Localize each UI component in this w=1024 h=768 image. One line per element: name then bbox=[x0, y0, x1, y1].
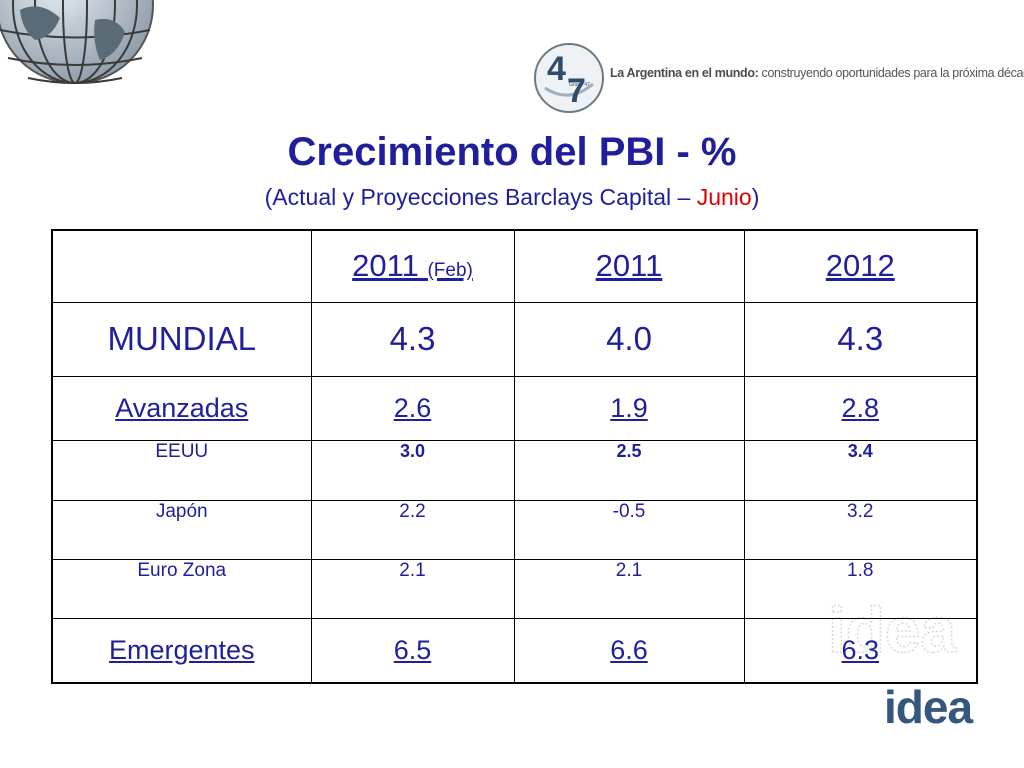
cell-value: 3.4 bbox=[743, 440, 978, 501]
cell-value-link[interactable]: 1.9 bbox=[513, 376, 745, 442]
row-label: Euro Zona bbox=[51, 558, 312, 620]
subtitle-text: Actual y Proyecciones Barclays Capital – bbox=[272, 184, 697, 210]
header-cell-2011-feb[interactable]: 2011 (Feb) bbox=[310, 229, 515, 303]
table-row-mundial: MUNDIAL 4.3 4.0 4.3 bbox=[51, 301, 978, 378]
row-label: EEUU bbox=[51, 440, 312, 501]
table-row-eeuu: EEUU 3.0 2.5 3.4 bbox=[51, 440, 978, 501]
table-header-row: 2011 (Feb) 2011 2012 bbox=[51, 229, 978, 303]
page-subtitle: (Actual y Proyecciones Barclays Capital … bbox=[0, 183, 1024, 211]
tagline-rest: construyendo oportunidades para la próxi… bbox=[758, 66, 1024, 80]
tagline: La Argentina en el mundo: construyendo o… bbox=[610, 66, 1024, 80]
header-label: 2011 bbox=[352, 248, 428, 284]
cell-value: 4.3 bbox=[310, 301, 515, 378]
cell-value: 2.1 bbox=[310, 558, 515, 620]
table-row-euro-zona: Euro Zona 2.1 2.1 1.8 bbox=[51, 558, 978, 620]
header-note: (Feb) bbox=[427, 260, 473, 282]
table-row-japon: Japón 2.2 -0.5 3.2 bbox=[51, 499, 978, 560]
row-label-link[interactable]: Emergentes bbox=[51, 618, 312, 684]
header-cell-2011[interactable]: 2011 bbox=[513, 229, 745, 303]
cell-value-link[interactable]: 2.6 bbox=[310, 376, 515, 442]
cell-value: 1.8 bbox=[743, 558, 978, 620]
cell-value: -0.5 bbox=[513, 499, 745, 560]
header-cell-empty bbox=[51, 229, 312, 303]
cell-value: 2.5 bbox=[513, 440, 745, 501]
table-row-avanzadas: Avanzadas 2.6 1.9 2.8 bbox=[51, 376, 978, 442]
header-label: 2012 bbox=[825, 248, 895, 284]
cell-value: 2.2 bbox=[310, 499, 515, 560]
cell-value: 3.2 bbox=[743, 499, 978, 560]
cell-value-link[interactable]: 6.5 bbox=[310, 618, 515, 684]
cell-value: 4.3 bbox=[743, 301, 978, 378]
cell-value: 2.1 bbox=[513, 558, 745, 620]
globe-icon bbox=[0, 0, 154, 84]
gdp-growth-table: 2011 (Feb) 2011 2012 MUNDIAL 4.3 4.0 4.3… bbox=[51, 229, 978, 684]
cell-value: 3.0 bbox=[310, 440, 515, 501]
svg-text:4: 4 bbox=[547, 50, 566, 88]
logo-47-icon: 4 7 Grupo 47 bbox=[534, 43, 604, 113]
svg-text:7: 7 bbox=[567, 72, 586, 110]
cell-value-link[interactable]: 6.3 bbox=[743, 618, 978, 684]
cell-value: 4.0 bbox=[513, 301, 745, 378]
row-label: MUNDIAL bbox=[51, 301, 312, 378]
header-cell-2012[interactable]: 2012 bbox=[743, 229, 978, 303]
subtitle-highlight: Junio bbox=[696, 184, 752, 210]
header-label: 2011 bbox=[595, 248, 663, 284]
idea-logo: idea bbox=[884, 681, 973, 733]
page-title: Crecimiento del PBI - % bbox=[287, 130, 737, 174]
cell-value-link[interactable]: 6.6 bbox=[513, 618, 745, 684]
row-label-link[interactable]: Avanzadas bbox=[51, 376, 312, 442]
table-row-emergentes: Emergentes 6.5 6.6 6.3 bbox=[51, 618, 978, 684]
row-label: Japón bbox=[51, 499, 312, 560]
subtitle-close-paren: ) bbox=[751, 184, 760, 210]
svg-text:Grupo 47: Grupo 47 bbox=[569, 82, 590, 88]
tagline-bold: La Argentina en el mundo: bbox=[610, 66, 759, 80]
cell-value-link[interactable]: 2.8 bbox=[743, 376, 978, 442]
subtitle-open-paren: ( bbox=[264, 184, 273, 210]
